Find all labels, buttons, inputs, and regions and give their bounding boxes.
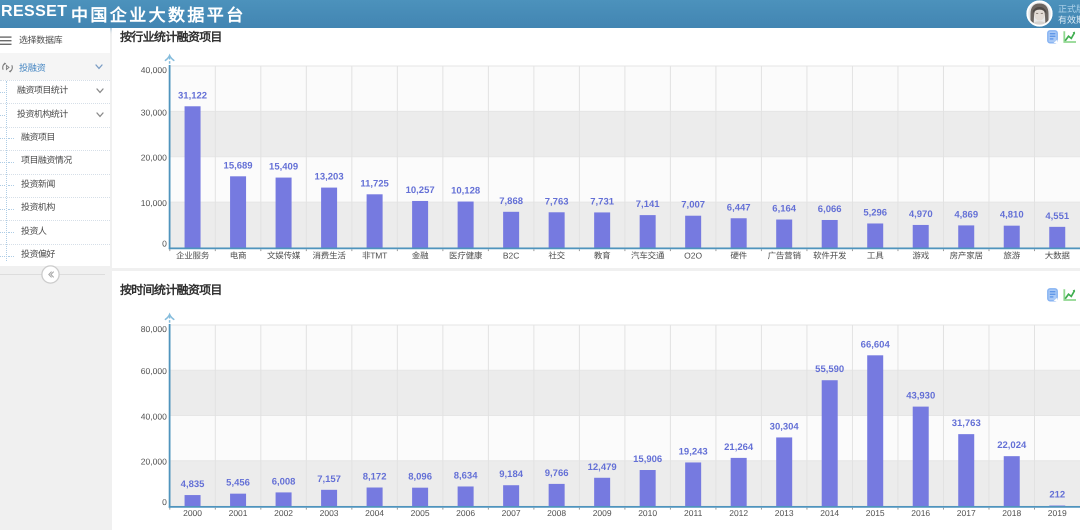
svg-text:6,447: 6,447 — [727, 202, 751, 213]
svg-text:20,000: 20,000 — [141, 457, 167, 467]
svg-text:4,835: 4,835 — [181, 479, 205, 490]
svg-text:4,869: 4,869 — [954, 209, 978, 220]
svg-text:7,763: 7,763 — [545, 196, 569, 207]
svg-text:大数据: 大数据 — [1045, 251, 1071, 261]
svg-text:4,970: 4,970 — [909, 209, 933, 220]
svg-text:15,906: 15,906 — [633, 454, 662, 465]
svg-text:30,000: 30,000 — [141, 107, 167, 117]
svg-text:2003: 2003 — [320, 508, 339, 518]
svg-text:8,096: 8,096 — [408, 472, 432, 483]
svg-text:20,000: 20,000 — [141, 153, 167, 163]
svg-text:7,868: 7,868 — [499, 196, 523, 207]
svg-text:9,766: 9,766 — [545, 468, 569, 479]
svg-text:非TMT: 非TMT — [362, 251, 387, 261]
svg-text:2001: 2001 — [229, 508, 248, 518]
svg-text:2014: 2014 — [820, 508, 839, 518]
svg-text:金融: 金融 — [412, 251, 429, 261]
svg-text:2004: 2004 — [365, 508, 384, 518]
svg-text:10,000: 10,000 — [141, 198, 167, 208]
svg-text:旅游: 旅游 — [1003, 251, 1020, 261]
svg-text:房产家居: 房产家居 — [950, 251, 983, 261]
svg-text:7,731: 7,731 — [590, 196, 614, 207]
svg-text:2002: 2002 — [274, 508, 293, 518]
svg-text:15,689: 15,689 — [224, 160, 253, 171]
svg-text:8,172: 8,172 — [363, 472, 387, 483]
svg-text:11,725: 11,725 — [360, 178, 389, 189]
svg-text:21,264: 21,264 — [724, 442, 754, 453]
svg-text:2011: 2011 — [684, 508, 703, 518]
svg-text:B2C: B2C — [503, 251, 520, 261]
svg-text:66,604: 66,604 — [861, 339, 891, 350]
svg-text:4,551: 4,551 — [1045, 211, 1069, 222]
svg-text:40,000: 40,000 — [141, 65, 167, 75]
svg-text:22,024: 22,024 — [997, 440, 1027, 451]
svg-text:2012: 2012 — [729, 508, 748, 518]
svg-text:社交: 社交 — [548, 251, 565, 261]
svg-text:9,184: 9,184 — [499, 469, 523, 480]
svg-text:汽车交通: 汽车交通 — [631, 251, 665, 261]
svg-text:12,479: 12,479 — [588, 462, 617, 473]
svg-text:43,930: 43,930 — [906, 391, 935, 402]
svg-text:0: 0 — [162, 239, 167, 249]
svg-text:2016: 2016 — [911, 508, 930, 518]
svg-text:7,157: 7,157 — [317, 474, 341, 485]
svg-text:4,810: 4,810 — [1000, 210, 1024, 221]
svg-text:游戏: 游戏 — [912, 251, 929, 261]
svg-text:电商: 电商 — [230, 251, 247, 261]
svg-text:6,008: 6,008 — [272, 476, 296, 487]
svg-text:55,590: 55,590 — [815, 364, 844, 375]
svg-text:6,066: 6,066 — [818, 204, 842, 215]
svg-text:2015: 2015 — [866, 508, 885, 518]
svg-text:7,141: 7,141 — [636, 199, 660, 210]
svg-text:13,203: 13,203 — [315, 172, 344, 183]
svg-text:教育: 教育 — [594, 251, 611, 261]
svg-text:7,007: 7,007 — [681, 200, 705, 211]
svg-text:2019: 2019 — [1048, 508, 1067, 518]
svg-text:2006: 2006 — [456, 508, 475, 518]
svg-text:消费生活: 消费生活 — [312, 251, 346, 261]
svg-text:医疗健康: 医疗健康 — [449, 251, 483, 261]
svg-text:文娱传媒: 文娱传媒 — [267, 251, 301, 261]
svg-text:2008: 2008 — [547, 508, 566, 518]
svg-text:6,164: 6,164 — [772, 204, 796, 215]
svg-text:5,296: 5,296 — [863, 207, 887, 218]
svg-text:2009: 2009 — [593, 508, 612, 518]
svg-text:企业服务: 企业服务 — [176, 251, 210, 261]
svg-text:19,243: 19,243 — [679, 446, 708, 457]
svg-text:2007: 2007 — [502, 508, 521, 518]
svg-text:2005: 2005 — [411, 508, 430, 518]
svg-text:2013: 2013 — [775, 508, 794, 518]
svg-text:硬件: 硬件 — [730, 251, 747, 261]
svg-text:10,257: 10,257 — [406, 185, 435, 196]
svg-text:5,456: 5,456 — [226, 478, 250, 489]
svg-text:8,634: 8,634 — [454, 470, 478, 481]
svg-text:15,409: 15,409 — [269, 162, 298, 173]
svg-text:广告营销: 广告营销 — [768, 251, 802, 261]
svg-text:212: 212 — [1049, 490, 1065, 501]
svg-text:0: 0 — [162, 497, 167, 507]
svg-text:80,000: 80,000 — [141, 324, 167, 334]
svg-text:30,304: 30,304 — [770, 421, 800, 432]
svg-text:31,763: 31,763 — [952, 418, 981, 429]
svg-text:31,122: 31,122 — [178, 90, 207, 101]
svg-text:2000: 2000 — [183, 508, 202, 518]
svg-text:O2O: O2O — [684, 251, 702, 261]
svg-text:40,000: 40,000 — [141, 411, 167, 421]
svg-text:2010: 2010 — [638, 508, 657, 518]
svg-text:60,000: 60,000 — [141, 366, 167, 376]
svg-text:软件开发: 软件开发 — [813, 251, 847, 261]
svg-text:2017: 2017 — [957, 508, 976, 518]
svg-text:2018: 2018 — [1002, 508, 1021, 518]
svg-text:工具: 工具 — [867, 251, 884, 261]
svg-text:10,128: 10,128 — [451, 186, 480, 197]
